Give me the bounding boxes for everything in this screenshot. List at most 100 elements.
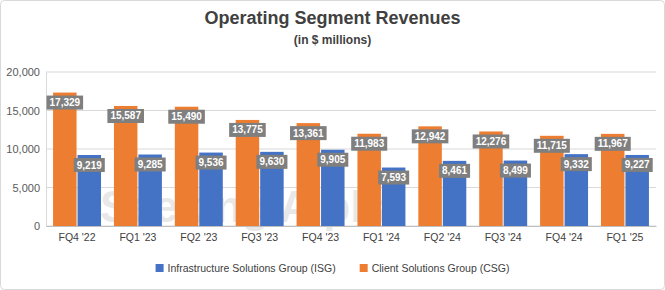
y-tick-label: 15,000: [6, 105, 40, 117]
legend: Infrastructure Solutions Group (ISG) Clie…: [156, 262, 510, 274]
data-label-box: [47, 96, 84, 110]
x-tick-label: FQ4 '23: [302, 231, 339, 243]
data-label-text: 13,775: [232, 124, 263, 135]
data-label-box: [378, 171, 409, 185]
data-label-box: [317, 153, 348, 167]
data-label-box: [290, 126, 327, 140]
data-label: 11,983: [351, 137, 387, 151]
data-label-box: [135, 158, 166, 172]
data-label-box: [412, 129, 449, 143]
data-label-text: 9,630: [259, 156, 284, 167]
legend-swatch: [156, 264, 164, 272]
data-label: 9,536: [196, 156, 227, 170]
x-axis-line: [47, 226, 657, 227]
x-tick: FQ2 '23: [180, 226, 217, 243]
data-label: 9,227: [622, 158, 653, 172]
y-tick-label: 0: [34, 220, 40, 232]
data-label: 13,775: [229, 123, 266, 137]
data-label-text: 9,332: [564, 159, 589, 170]
data-label-text: 9,536: [199, 157, 224, 168]
data-label: 12,276: [473, 134, 510, 148]
x-tick-label: FQ3 '23: [241, 231, 278, 243]
y-tick: 15,000: [6, 105, 46, 117]
data-label: 9,285: [135, 158, 166, 172]
data-label-box: [439, 164, 470, 178]
x-tick: FQ3 '23: [241, 226, 278, 243]
data-label: 12,942: [412, 129, 449, 143]
title: Operating Segment Revenues: [204, 8, 460, 28]
x-tick-label: FQ4 '24: [546, 231, 583, 243]
legend-label: Infrastructure Solutions Group (ISG): [168, 262, 336, 274]
chart: Operating Segment Revenues (in $ millions…: [0, 0, 665, 290]
data-label: 8,461: [439, 164, 470, 178]
x-tick-label: FQ3 '24: [485, 231, 522, 243]
legend-label: Client Solutions Group (CSG): [372, 262, 510, 274]
data-label: 9,219: [74, 158, 105, 172]
subtitle: (in $ millions): [294, 33, 371, 47]
data-label: 7,593: [378, 171, 409, 185]
data-label-text: 8,461: [442, 165, 467, 176]
data-label-box: [561, 157, 592, 171]
data-label: 9,905: [317, 153, 348, 167]
bar: [175, 107, 198, 226]
data-label-box: [168, 110, 205, 124]
data-label: 17,329: [47, 96, 84, 110]
data-label-text: 8,499: [503, 165, 528, 176]
data-labels: 9,219 9,285 9,536 9,630 9,905 7,593 8,461 8,499…: [47, 96, 653, 185]
data-label-text: 7,593: [381, 172, 406, 183]
data-label: 9,630: [256, 155, 287, 169]
x-tick-label: FQ2 '23: [180, 231, 217, 243]
data-label-box: [500, 164, 531, 178]
data-label-box: [196, 156, 227, 170]
legend-item: Infrastructure Solutions Group (ISG): [156, 262, 336, 274]
data-label-text: 9,219: [77, 160, 102, 171]
x-tick-label: FQ1 '23: [119, 231, 156, 243]
data-label: 13,361: [290, 126, 327, 140]
y-tick: 20,000: [6, 66, 46, 78]
data-label: 9,332: [561, 157, 592, 171]
data-label-box: [595, 137, 631, 151]
data-label: 15,587: [107, 109, 144, 123]
legend-item: Client Solutions Group (CSG): [360, 262, 510, 274]
x-tick-label: FQ2 '24: [424, 231, 461, 243]
data-label: 11,715: [534, 139, 570, 153]
data-label-box: [473, 134, 510, 148]
data-label-box: [351, 137, 387, 151]
data-label: 8,499: [500, 164, 531, 178]
x-tick-label: FQ4 '22: [59, 231, 96, 243]
y-tick: 5,000: [12, 182, 46, 194]
x-tick: FQ1 '24: [363, 226, 400, 243]
data-label-text: 9,285: [138, 159, 163, 170]
data-label-text: 15,490: [171, 111, 202, 122]
x-axis: FQ4 '22 FQ1 '23 FQ2 '23 FQ3 '23 FQ4 '23 FQ1 '…: [47, 226, 657, 243]
data-label-text: 9,227: [625, 159, 650, 170]
data-label-text: 15,587: [110, 110, 141, 121]
y-tick-label: 20,000: [6, 66, 40, 78]
x-tick: FQ4 '24: [546, 226, 583, 243]
data-label-text: 17,329: [50, 97, 81, 108]
data-label-text: 11,983: [354, 138, 384, 149]
data-label-text: 11,715: [537, 140, 567, 151]
x-tick: FQ2 '24: [424, 226, 461, 243]
data-label-text: 12,276: [476, 136, 507, 147]
bars: [53, 93, 649, 226]
data-label-box: [74, 158, 105, 172]
data-label: 11,967: [595, 137, 631, 151]
x-tick: FQ1 '23: [119, 226, 156, 243]
x-tick-label: FQ1 '24: [363, 231, 400, 243]
y-axis: 05,00010,00015,00020,000: [6, 66, 46, 232]
bar: [114, 106, 137, 226]
y-tick: 0: [34, 220, 46, 232]
data-label-text: 11,967: [598, 138, 628, 149]
data-label-box: [256, 155, 287, 169]
grid-line: [46, 72, 656, 73]
data-label-box: [107, 109, 144, 123]
x-tick: FQ3 '24: [485, 226, 522, 243]
x-tick: FQ4 '22: [59, 226, 96, 243]
chart-frame: [1, 1, 665, 290]
data-label-box: [534, 139, 570, 153]
data-label-text: 13,361: [293, 128, 324, 139]
y-tick-label: 5,000: [12, 182, 40, 194]
data-label: 15,490: [168, 110, 205, 124]
data-label-text: 12,942: [415, 131, 446, 142]
